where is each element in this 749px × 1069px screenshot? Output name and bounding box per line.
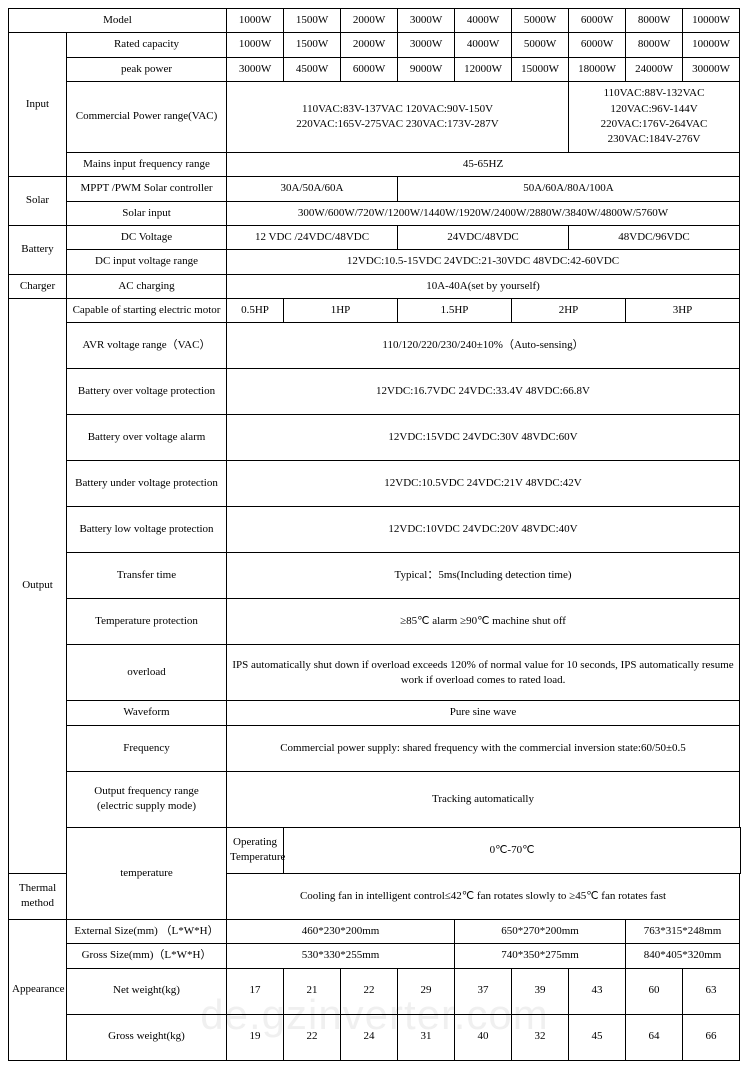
op-temp-label: Operating Temperature: [227, 827, 284, 873]
waveform-label: Waveform: [67, 701, 227, 725]
model-col: 8000W: [626, 9, 683, 33]
ac-charging-label: AC charging: [67, 274, 227, 298]
thermal-label: Thermal method: [9, 873, 67, 919]
rated-capacity-label: Rated capacity: [67, 33, 227, 57]
section-battery: Battery: [9, 225, 67, 274]
section-charger: Charger: [9, 274, 67, 298]
model-col: 1500W: [284, 9, 341, 33]
out-freq-range-label: Output frequency range (electric supply …: [67, 771, 227, 827]
bov-alarm-label: Battery over voltage alarm: [67, 415, 227, 461]
model-label: Model: [9, 9, 227, 33]
mains-freq: 45-65HZ: [227, 152, 740, 176]
header-row: Model 1000W 1500W 2000W 3000W 4000W 5000…: [9, 9, 741, 33]
buv-prot-label: Battery under voltage protection: [67, 461, 227, 507]
model-col: 5000W: [512, 9, 569, 33]
temp-prot-label: Temperature protection: [67, 599, 227, 645]
commercial-range-right: 110VAC:88V-132VAC 120VAC:96V-144V 220VAC…: [569, 82, 740, 153]
section-temperature: temperature: [67, 827, 227, 919]
model-col: 10000W: [683, 9, 740, 33]
section-output: Output: [9, 299, 67, 874]
ext-size-label: External Size(mm) （L*W*H）: [67, 919, 227, 943]
model-col: 6000W: [569, 9, 626, 33]
motor-label: Capable of starting electric motor: [67, 299, 227, 323]
model-col: 2000W: [341, 9, 398, 33]
dc-input-range-label: DC input voltage range: [67, 250, 227, 274]
model-col: 4000W: [455, 9, 512, 33]
mains-freq-label: Mains input frequency range: [67, 152, 227, 176]
net-weight-label: Net weight(kg): [67, 968, 227, 1014]
commercial-range-label: Commercial Power range(VAC): [67, 82, 227, 153]
commercial-range-left: 110VAC:83V-137VAC 120VAC:90V-150V 220VAC…: [227, 82, 569, 153]
model-col: 1000W: [227, 9, 284, 33]
spec-table: Model 1000W 1500W 2000W 3000W 4000W 5000…: [8, 8, 741, 1061]
bov-prot-label: Battery over voltage protection: [67, 369, 227, 415]
model-col: 3000W: [398, 9, 455, 33]
gross-size-label: Gross Size(mm)（L*W*H）: [67, 944, 227, 968]
transfer-label: Transfer time: [67, 553, 227, 599]
gross-weight-label: Gross weight(kg): [67, 1014, 227, 1060]
section-solar: Solar: [9, 177, 67, 226]
peak-power-label: peak power: [67, 57, 227, 81]
section-appearance: Appearance: [9, 919, 67, 1060]
solar-input-label: Solar input: [67, 201, 227, 225]
overload-label: overload: [67, 645, 227, 701]
section-input: Input: [9, 33, 67, 177]
avr-label: AVR voltage range（VAC）: [67, 323, 227, 369]
blv-prot-label: Battery low voltage protection: [67, 507, 227, 553]
dc-voltage-label: DC Voltage: [67, 225, 227, 249]
solar-controller-label: MPPT /PWM Solar controller: [67, 177, 227, 201]
frequency-label: Frequency: [67, 725, 227, 771]
